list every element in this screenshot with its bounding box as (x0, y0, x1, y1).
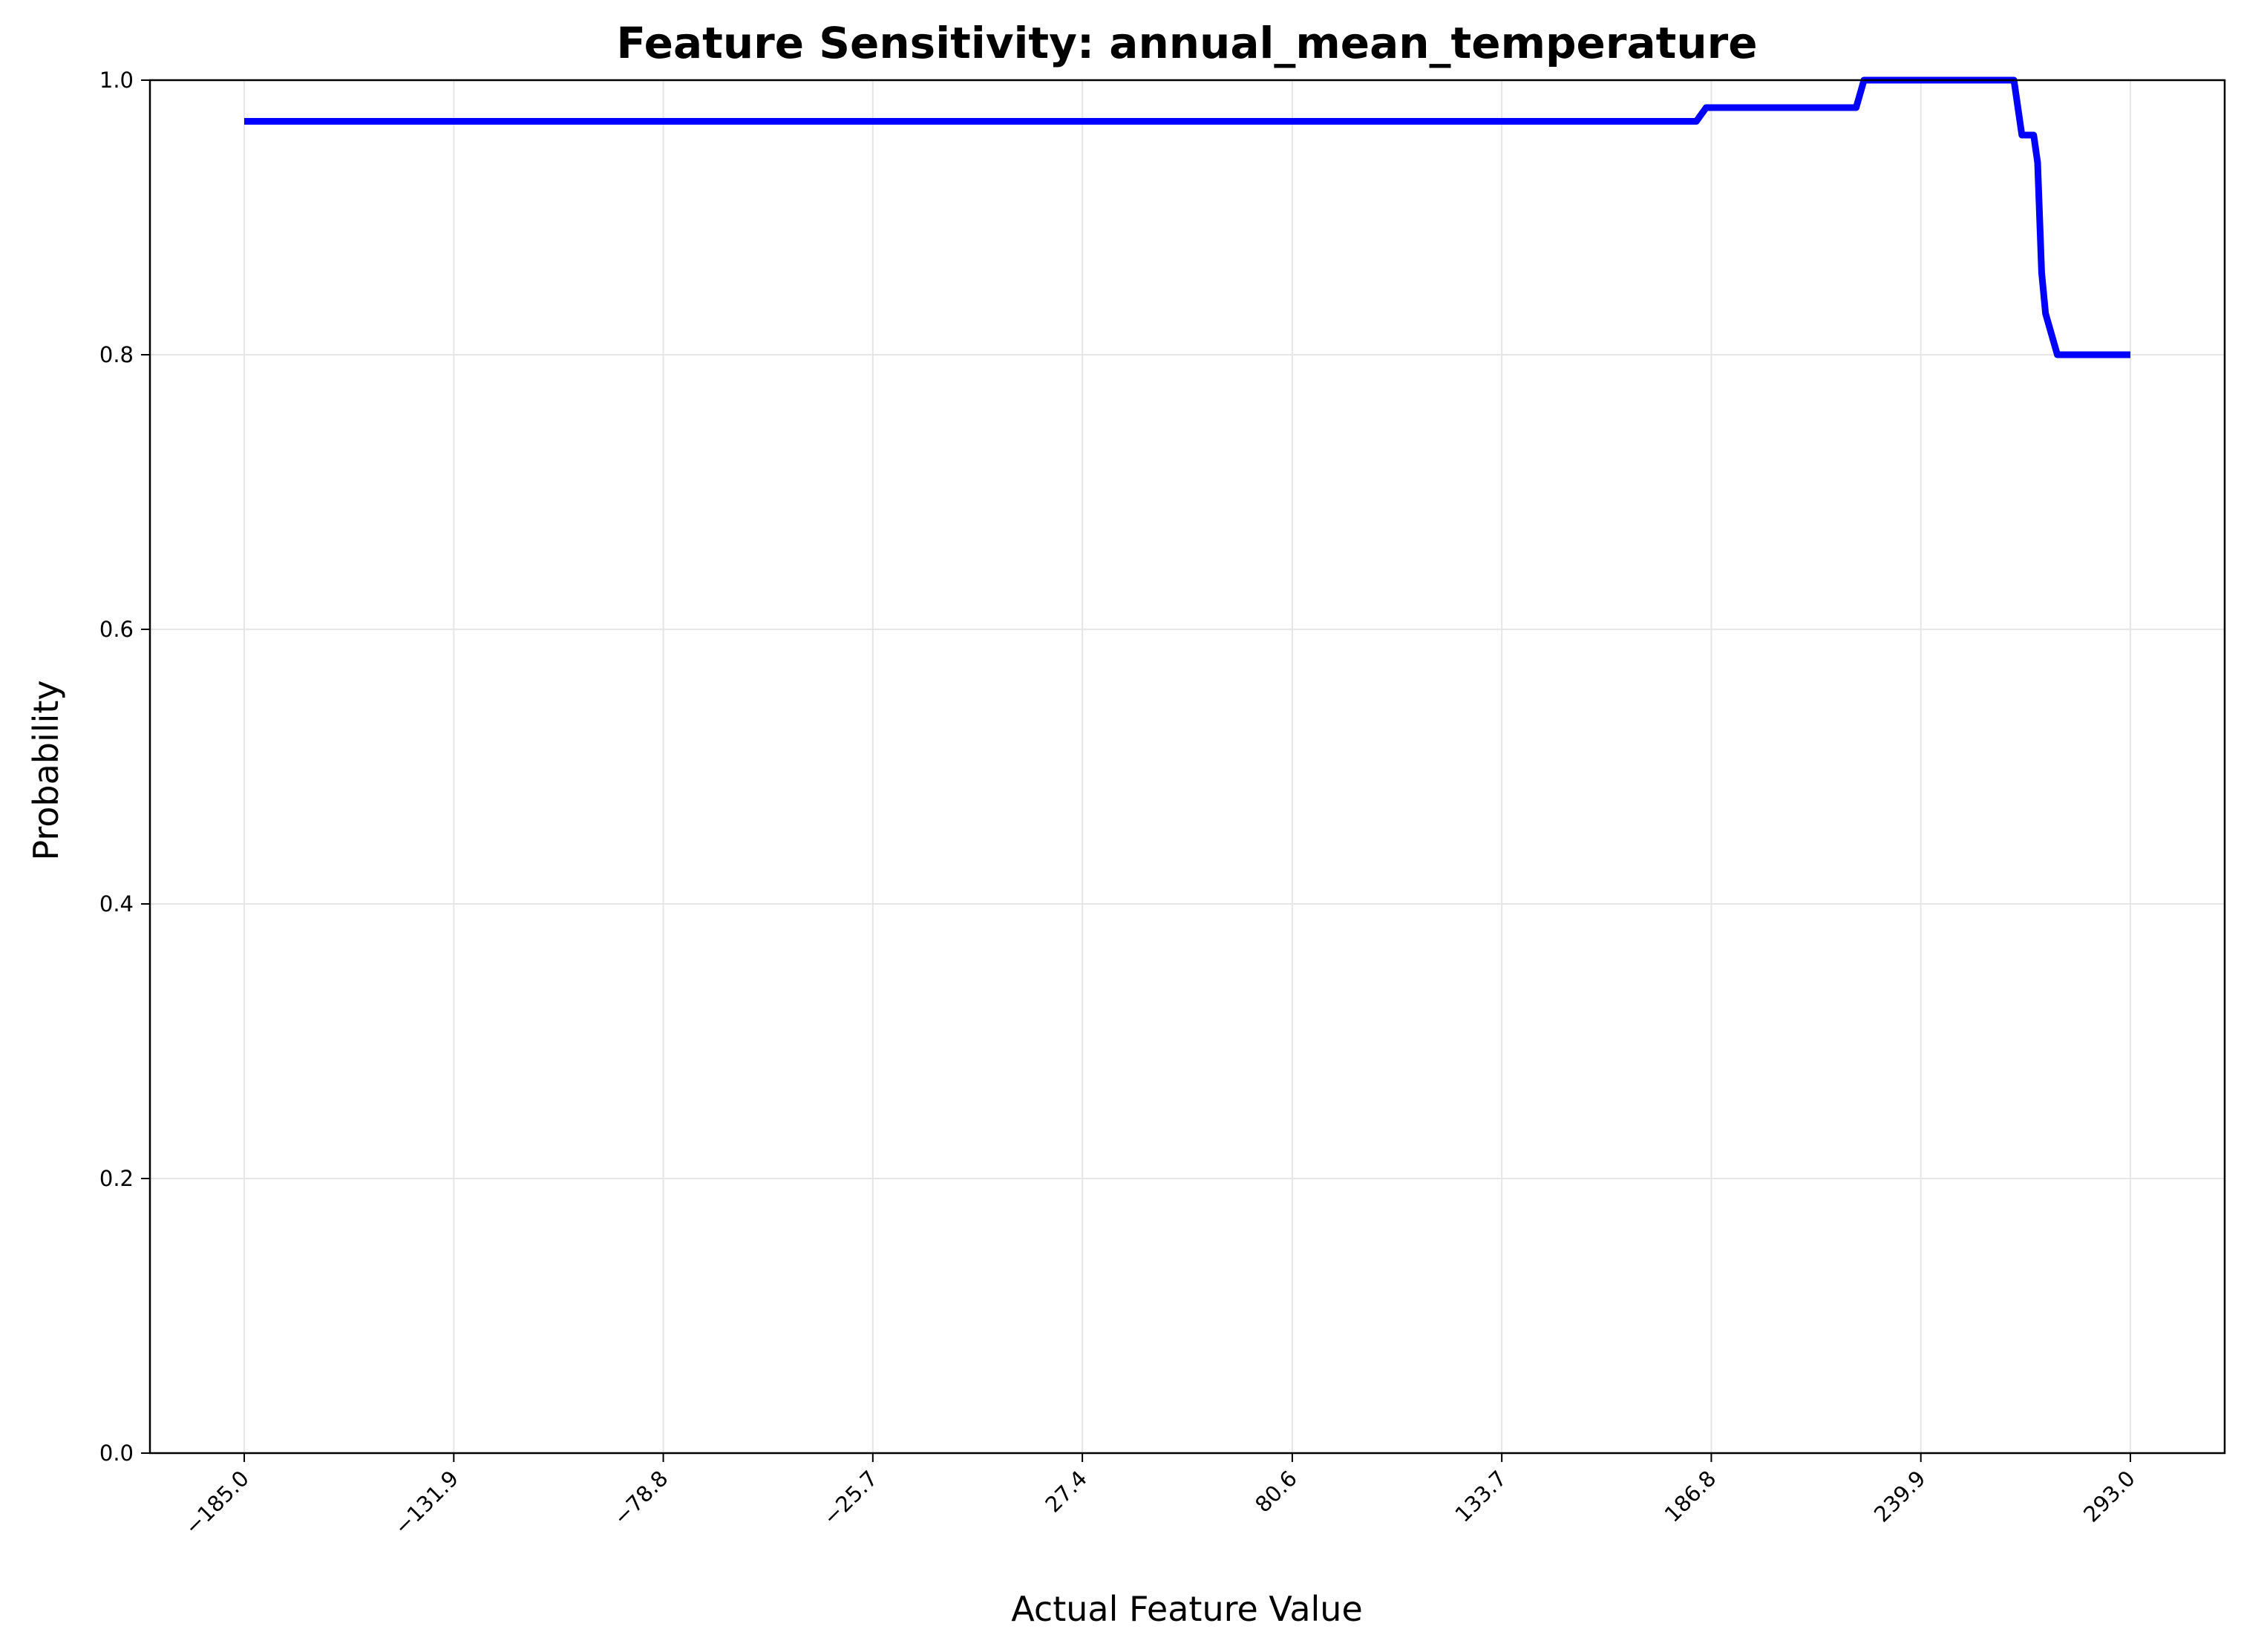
probability-line (244, 76, 2130, 358)
y-tick-label: 1.0 (99, 68, 134, 93)
y-tick-label: 0.2 (99, 1166, 134, 1191)
axes-frame (148, 79, 2226, 1455)
y-axis-label: Probability (26, 680, 66, 860)
y-tick-label: 0.8 (99, 342, 134, 367)
chart-title: Feature Sensitivity: annual_mean_tempera… (616, 18, 1757, 68)
series-layer (244, 76, 2130, 358)
y-tick-label: 0.6 (99, 617, 134, 642)
y-tick-label: 0.4 (99, 891, 134, 917)
x-axis-label: Actual Feature Value (1011, 1589, 1363, 1629)
y-tick-label: 0.0 (99, 1440, 134, 1466)
